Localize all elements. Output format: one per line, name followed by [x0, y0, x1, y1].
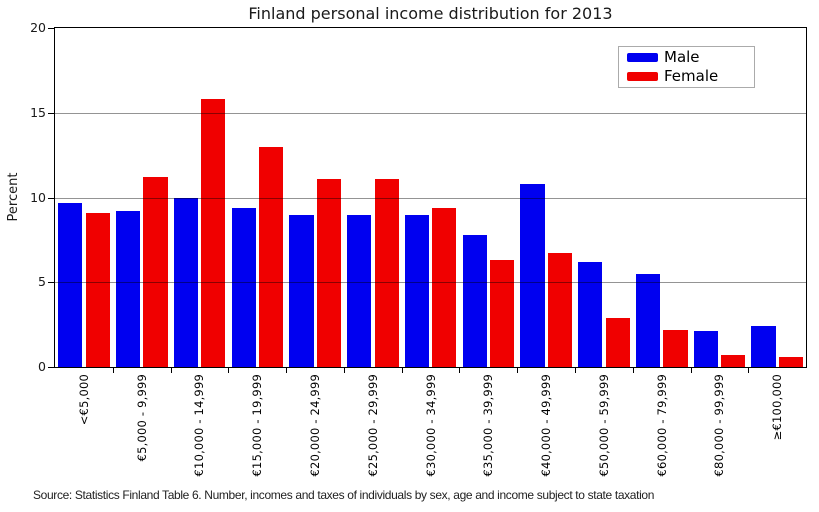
legend: Male Female: [618, 46, 755, 88]
y-tick-label-0: 0: [38, 359, 46, 374]
x-tick-mark-10: [632, 368, 634, 373]
chart-title: Finland personal income distribution for…: [248, 4, 613, 23]
gridline-15: [55, 112, 806, 114]
bar-female-10: [605, 317, 630, 367]
y-tick-label-15: 15: [30, 104, 46, 120]
x-tick-mark-2: [170, 368, 172, 373]
x-tick-mark-7: [459, 368, 461, 373]
bar-male-13: [751, 326, 776, 367]
x-tick-label-12: €80,000 - 99,999: [712, 374, 727, 477]
x-tick-mark-5: [343, 368, 345, 373]
x-tick-mark-6: [401, 368, 403, 373]
bar-male-2: [115, 211, 141, 367]
bar-female-11: [663, 329, 688, 367]
x-tick-mark-12: [748, 368, 750, 373]
bar-female-13: [778, 356, 804, 367]
x-tick-label-11: €60,000 - 79,999: [654, 374, 669, 477]
bar-male-10: [578, 261, 603, 367]
bar-male-1: [58, 202, 83, 367]
y-tick-label-5: 5: [38, 274, 46, 290]
bar-male-11: [635, 273, 661, 367]
bar-female-9: [547, 253, 573, 367]
bar-female-8: [490, 260, 515, 367]
legend-swatch-female-icon: [627, 72, 658, 81]
y-tick-label-10: 10: [30, 189, 46, 205]
bar-male-6: [347, 214, 372, 367]
gridline-5: [55, 282, 806, 284]
x-tick-label-3: €10,000 - 14,999: [192, 374, 207, 477]
legend-label-male: Male: [664, 48, 700, 66]
x-tick-mark-1: [112, 368, 114, 373]
x-tick-mark-11: [690, 368, 692, 373]
x-tick-mark-9: [574, 368, 576, 373]
x-tick-label-9: €40,000 - 49,999: [539, 374, 553, 477]
bar-female-4: [258, 146, 284, 367]
legend-label-female: Female: [664, 67, 719, 85]
bar-male-12: [693, 331, 718, 367]
x-tick-label-8: €35,000 - 39,999: [481, 374, 496, 477]
bar-male-8: [462, 234, 487, 367]
x-tick-label-4: €15,000 - 19,999: [250, 374, 265, 477]
source-note: Source: Statistics Finland Table 6. Numb…: [33, 488, 655, 502]
bar-female-12: [721, 355, 746, 367]
x-tick-mark-4: [286, 368, 288, 373]
bar-female-5: [316, 178, 341, 367]
bar-male-3: [173, 197, 198, 367]
y-tick-mark-15: [48, 113, 54, 114]
x-tick-mark-8: [517, 368, 519, 373]
y-tick-mark-5: [48, 282, 54, 283]
x-tick-label-5: €20,000 - 24,999: [308, 374, 322, 477]
y-tick-label-20: 20: [30, 20, 46, 35]
legend-swatch-male-icon: [627, 53, 658, 62]
bar-male-9: [520, 183, 545, 367]
x-tick-label-7: €30,000 - 34,999: [423, 374, 438, 477]
x-tick-label-10: €50,000 - 59,999: [596, 374, 611, 477]
bar-female-3: [201, 99, 226, 367]
y-tick-mark-20: [48, 28, 54, 29]
x-tick-label-1: <€5,000: [76, 374, 91, 426]
y-tick-mark-0: [48, 367, 54, 368]
bar-female-6: [374, 178, 399, 367]
bar-female-7: [432, 207, 457, 367]
legend-item-female: Female: [627, 68, 754, 85]
bar-male-4: [231, 207, 256, 367]
bar-female-2: [143, 177, 168, 367]
gridline-10: [55, 197, 806, 199]
bar-male-7: [404, 214, 430, 367]
legend-item-male: Male: [627, 49, 754, 66]
x-tick-label-6: €25,000 - 29,999: [365, 374, 380, 477]
x-tick-label-13: ≥€100,000: [770, 374, 785, 441]
bar-female-1: [85, 212, 110, 367]
y-tick-mark-10: [48, 198, 54, 199]
x-tick-mark-3: [228, 368, 230, 373]
x-tick-label-2: €5,000 - 9,999: [134, 374, 149, 462]
bar-male-5: [289, 214, 314, 367]
